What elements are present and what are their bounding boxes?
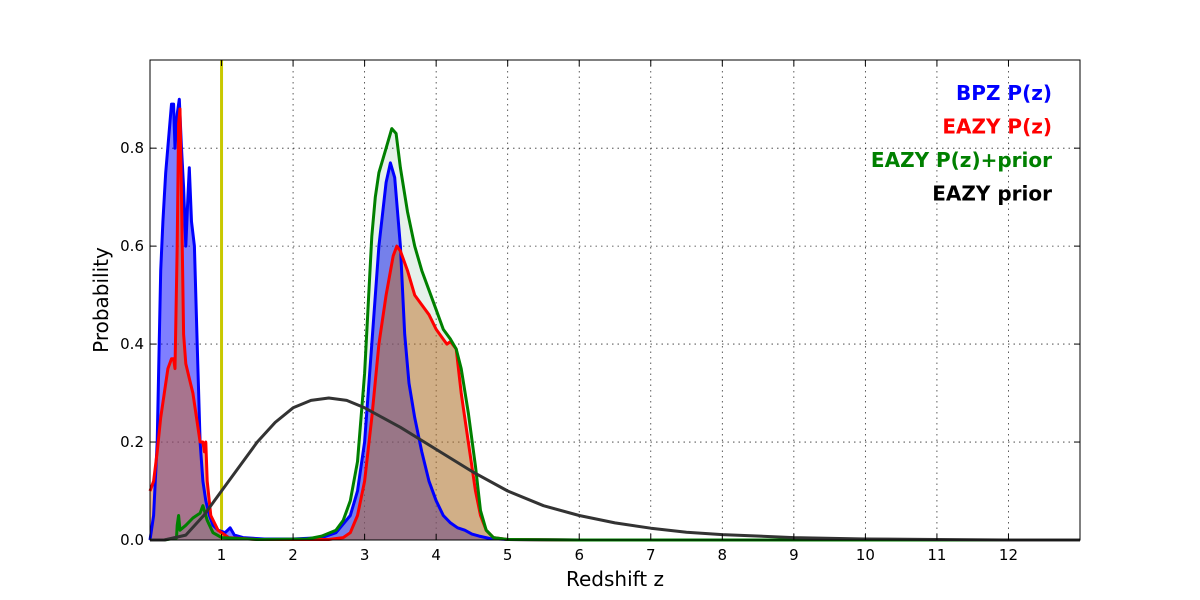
x-tick-label: 7: [646, 546, 656, 564]
x-tick-label: 6: [574, 546, 584, 564]
series-line-2: [150, 127, 1080, 542]
x-tick-label: 5: [503, 546, 513, 564]
y-axis-label: Probability: [89, 247, 113, 353]
x-tick-label: 2: [288, 546, 298, 564]
legend-entry-eazy: EAZY P(z): [942, 115, 1052, 139]
series-lines: [148, 97, 1080, 542]
series-fill-2: [150, 128, 1080, 540]
y-tick-label: 0.2: [120, 433, 144, 451]
x-tick-label: 10: [856, 546, 875, 564]
x-tick-label: 9: [789, 546, 799, 564]
y-tick-label: 0.0: [120, 531, 144, 549]
x-tick-label: 12: [999, 546, 1018, 564]
x-tick-label: 3: [360, 546, 370, 564]
x-axis-ticks: 1 2 3 4 5 6 7 8 9 10 11 12: [217, 60, 1018, 564]
series-fill-1: [150, 109, 1080, 540]
y-axis-ticks: 0.0 0.2 0.4 0.6 0.8: [120, 139, 1080, 549]
x-tick-label: 11: [927, 546, 946, 564]
series-line-1: [148, 107, 1080, 542]
legend-entry-eazy-prior: EAZY prior: [932, 182, 1052, 206]
y-tick-label: 0.6: [120, 237, 144, 255]
series-fills: [150, 99, 1080, 540]
series-line-0: [148, 97, 1080, 542]
x-tick-label: 4: [431, 546, 441, 564]
series-line-3: [150, 396, 1080, 542]
y-tick-label: 0.8: [120, 139, 144, 157]
legend-entry-eazy-prior-combined: EAZY P(z)+prior: [871, 148, 1052, 172]
x-tick-label: 8: [718, 546, 728, 564]
x-axis-label: Redshift z: [566, 567, 664, 591]
grid-lines: [150, 60, 1080, 540]
x-tick-label: 1: [217, 546, 227, 564]
plot-area-frame: [149, 59, 1081, 541]
y-tick-label: 0.4: [120, 335, 144, 353]
legend: BPZ P(z) EAZY P(z) EAZY P(z)+prior EAZY …: [871, 81, 1052, 206]
legend-entry-bpz: BPZ P(z): [956, 81, 1052, 105]
